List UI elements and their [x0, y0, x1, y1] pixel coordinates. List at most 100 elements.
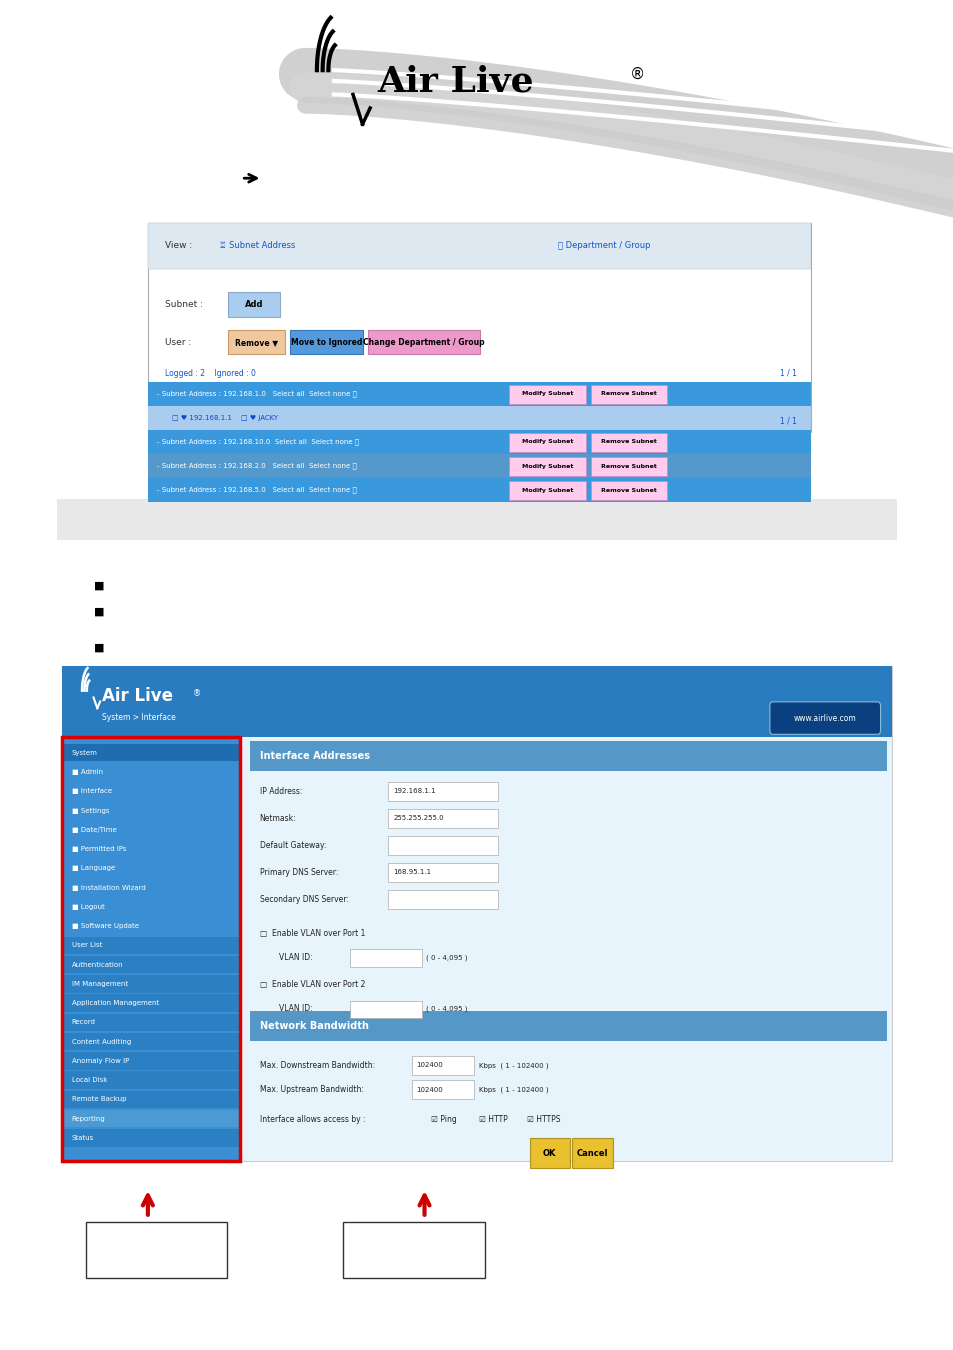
FancyBboxPatch shape: [529, 1138, 569, 1168]
Bar: [148, 223, 810, 432]
Text: Reporting: Reporting: [71, 1115, 105, 1122]
FancyBboxPatch shape: [228, 292, 279, 316]
Text: Remove Subnet: Remove Subnet: [600, 440, 656, 444]
Text: 1 / 1: 1 / 1: [779, 369, 796, 378]
Text: ■ Admin: ■ Admin: [71, 769, 103, 775]
Text: Change Department / Group: Change Department / Group: [362, 338, 484, 347]
Text: Air Live: Air Live: [376, 63, 533, 99]
Bar: [63, 937, 239, 954]
Text: User :: User :: [165, 338, 192, 347]
Bar: [63, 1129, 239, 1146]
Bar: [250, 1011, 886, 1041]
FancyBboxPatch shape: [769, 702, 880, 734]
Text: ■ Interface: ■ Interface: [71, 788, 112, 794]
Text: Remove ▼: Remove ▼: [234, 338, 278, 347]
FancyBboxPatch shape: [590, 482, 666, 500]
Text: Kbps  ( 1 - 102400 ): Kbps ( 1 - 102400 ): [478, 1062, 548, 1069]
Text: ■ Permitted IPs: ■ Permitted IPs: [71, 846, 126, 852]
Bar: [388, 782, 497, 801]
Bar: [412, 1056, 474, 1075]
Bar: [350, 1000, 421, 1018]
FancyBboxPatch shape: [290, 329, 363, 354]
Bar: [63, 956, 239, 973]
Text: Interface allows access by :: Interface allows access by :: [259, 1115, 365, 1125]
Text: □  Enable VLAN over Port 2: □ Enable VLAN over Port 2: [259, 980, 365, 990]
Bar: [388, 809, 497, 828]
Bar: [62, 737, 240, 1161]
FancyBboxPatch shape: [228, 329, 285, 354]
Bar: [148, 454, 810, 478]
FancyBboxPatch shape: [590, 385, 666, 404]
Text: VLAN ID:: VLAN ID:: [278, 1004, 312, 1014]
Text: Modify Subnet: Modify Subnet: [521, 463, 573, 468]
Text: Logged : 2    Ignored : 0: Logged : 2 Ignored : 0: [165, 369, 255, 378]
Text: ■: ■: [93, 580, 104, 591]
Text: ☑ HTTP: ☑ HTTP: [478, 1115, 507, 1125]
Text: Move to Ignored: Move to Ignored: [291, 338, 361, 347]
Text: www.airlive.com: www.airlive.com: [793, 714, 856, 722]
Text: Max. Downstream Bandwidth:: Max. Downstream Bandwidth:: [259, 1061, 375, 1071]
Text: Local Disk: Local Disk: [71, 1077, 107, 1083]
Bar: [63, 975, 239, 992]
Text: - Subnet Address : 192.168.1.0   Select all  Select none 🔍: - Subnet Address : 192.168.1.0 Select al…: [157, 390, 357, 397]
Text: Modify Subnet: Modify Subnet: [521, 392, 573, 397]
Text: IM Management: IM Management: [71, 981, 128, 987]
Bar: [63, 1072, 239, 1089]
FancyBboxPatch shape: [509, 433, 585, 452]
Text: □  Enable VLAN over Port 1: □ Enable VLAN over Port 1: [259, 929, 365, 938]
FancyBboxPatch shape: [572, 1138, 612, 1168]
FancyBboxPatch shape: [509, 458, 585, 475]
Text: Status: Status: [71, 1135, 93, 1141]
Text: □ ♥ 192.168.1.1    □ ♥ JACKY: □ ♥ 192.168.1.1 □ ♥ JACKY: [172, 414, 277, 421]
Bar: [388, 890, 497, 909]
Text: Cancel: Cancel: [577, 1149, 608, 1158]
Text: ■: ■: [93, 643, 104, 653]
Text: IP Address:: IP Address:: [259, 787, 301, 796]
Bar: [148, 429, 810, 454]
Bar: [148, 382, 810, 406]
Text: 102400: 102400: [416, 1087, 442, 1092]
Bar: [388, 836, 497, 855]
Text: Network Bandwidth: Network Bandwidth: [259, 1022, 368, 1031]
Text: ■ Software Update: ■ Software Update: [71, 923, 138, 929]
FancyBboxPatch shape: [590, 433, 666, 452]
Text: 255.255.255.0: 255.255.255.0: [393, 815, 443, 821]
Text: Remote Backup: Remote Backup: [71, 1096, 126, 1103]
Bar: [148, 223, 810, 269]
Text: 102400: 102400: [416, 1062, 442, 1068]
Text: Netmask:: Netmask:: [259, 814, 295, 824]
Bar: [250, 741, 886, 771]
Bar: [388, 863, 497, 882]
Text: ■ Date/Time: ■ Date/Time: [71, 826, 116, 833]
Text: OK: OK: [542, 1149, 556, 1158]
Text: ( 0 - 4,095 ): ( 0 - 4,095 ): [426, 954, 468, 961]
FancyBboxPatch shape: [368, 329, 479, 354]
Text: ( 0 - 4,095 ): ( 0 - 4,095 ): [426, 1006, 468, 1012]
Text: 168.95.1.1: 168.95.1.1: [393, 869, 431, 875]
Text: Remove Subnet: Remove Subnet: [600, 463, 656, 468]
Bar: [57, 500, 896, 540]
Text: System: System: [71, 749, 97, 756]
Text: VLAN ID:: VLAN ID:: [278, 953, 312, 963]
Text: Kbps  ( 1 - 102400 ): Kbps ( 1 - 102400 ): [478, 1087, 548, 1094]
Bar: [86, 1222, 227, 1278]
Text: ®: ®: [629, 66, 644, 82]
Text: ■ Settings: ■ Settings: [71, 807, 109, 814]
FancyBboxPatch shape: [509, 385, 585, 404]
Text: Primary DNS Server:: Primary DNS Server:: [259, 868, 337, 878]
Bar: [62, 737, 240, 1161]
Text: Secondary DNS Server:: Secondary DNS Server:: [259, 895, 348, 905]
Text: ♖ Subnet Address: ♖ Subnet Address: [219, 242, 295, 250]
Text: 1 / 1: 1 / 1: [779, 416, 796, 425]
Text: ☑ HTTPS: ☑ HTTPS: [526, 1115, 559, 1125]
Bar: [62, 666, 891, 1161]
FancyBboxPatch shape: [590, 458, 666, 475]
Text: Authentication: Authentication: [71, 961, 123, 968]
Text: Modify Subnet: Modify Subnet: [521, 487, 573, 493]
Text: Anomaly Flow IP: Anomaly Flow IP: [71, 1058, 129, 1064]
Text: - Subnet Address : 192.168.5.0   Select all  Select none 🔍: - Subnet Address : 192.168.5.0 Select al…: [157, 487, 356, 493]
Text: Record: Record: [71, 1019, 95, 1026]
Text: Interface Addresses: Interface Addresses: [259, 752, 369, 761]
Text: ■ Logout: ■ Logout: [71, 904, 104, 910]
Bar: [350, 949, 421, 967]
